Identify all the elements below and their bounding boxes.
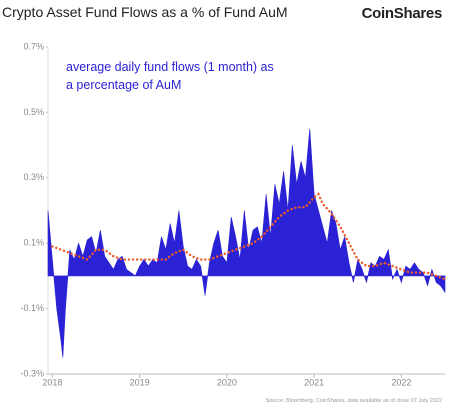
x-tick-label: 2018 [42, 377, 62, 387]
x-tick-label: 2022 [391, 377, 411, 387]
x-tick-label: 2020 [217, 377, 237, 387]
brand: CoinShares [361, 5, 443, 22]
chart-title: Crypto Asset Fund Flows as a % of Fund A… [2, 4, 288, 20]
average-line [51, 192, 447, 281]
y-tick-label: 0.3% [23, 172, 44, 182]
y-tick-label: -0.3% [20, 368, 44, 378]
y-tick-label: 0.5% [23, 107, 44, 117]
y-tick-label: 0.7% [23, 41, 44, 51]
source: Source: Bloomberg, CoinShares, data avai… [265, 398, 442, 404]
y-tick-label: 0.1% [23, 238, 44, 248]
annotation: average daily fund flows (1 month) as a … [66, 60, 274, 92]
y-tick-label: -0.1% [20, 303, 44, 313]
x-tick-label: 2021 [304, 377, 324, 387]
flow-area [47, 128, 446, 358]
x-tick-label: 2019 [130, 377, 150, 387]
